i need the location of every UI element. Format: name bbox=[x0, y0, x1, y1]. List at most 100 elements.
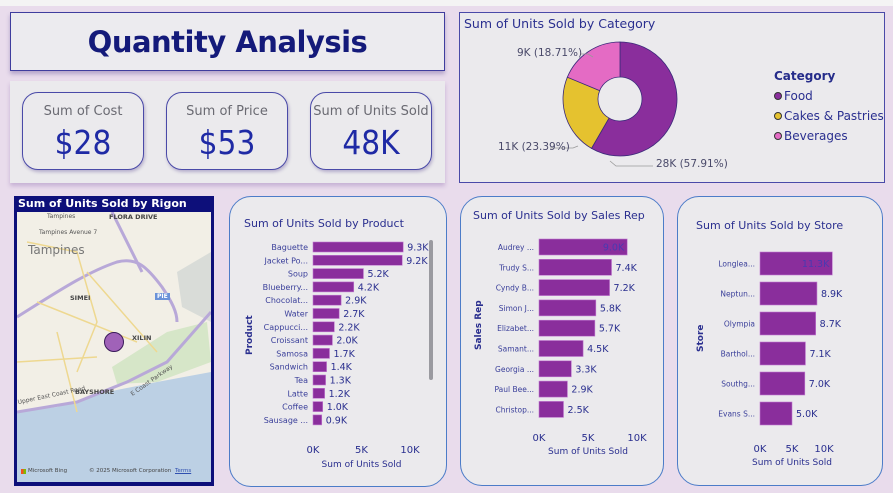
bar[interactable] bbox=[312, 374, 326, 386]
category-label: Simon J... bbox=[499, 304, 534, 313]
bar[interactable] bbox=[312, 348, 330, 359]
bar[interactable] bbox=[759, 251, 833, 276]
category-label: Coffee bbox=[282, 403, 308, 412]
category-label: Paul Bee... bbox=[494, 385, 534, 394]
legend-item-cakes[interactable]: Cakes & Pastries bbox=[774, 106, 884, 126]
minor-roads bbox=[17, 241, 158, 413]
region-bubble[interactable] bbox=[104, 332, 124, 352]
bar[interactable] bbox=[312, 281, 355, 293]
title-card: Quantity Analysis bbox=[10, 12, 445, 71]
kpi-value: $53 bbox=[198, 123, 256, 162]
map-copyright: © 2025 Microsoft Corporation bbox=[89, 468, 172, 474]
bar[interactable] bbox=[312, 241, 404, 253]
data-label: 8.9K bbox=[821, 289, 843, 300]
bar[interactable] bbox=[312, 361, 327, 372]
pie-road bbox=[17, 259, 179, 323]
bar[interactable] bbox=[538, 380, 568, 398]
map-label: BAYSHORE bbox=[75, 388, 115, 396]
category-label: Sandwich bbox=[270, 363, 308, 372]
legend-dot-icon bbox=[774, 132, 782, 140]
category-label: Evans S... bbox=[718, 410, 755, 419]
bar[interactable] bbox=[312, 321, 335, 333]
bar[interactable] bbox=[759, 371, 806, 396]
leader-line bbox=[581, 53, 594, 58]
kpi-card-price[interactable]: Sum of Price $53 bbox=[166, 92, 288, 170]
sales-rep-bar-card[interactable]: Sum of Units Sold by Sales Rep Sales Rep… bbox=[460, 196, 664, 486]
category-label: Elizabet... bbox=[497, 324, 534, 333]
data-label: 7.4K bbox=[616, 263, 638, 274]
product-bar-chart[interactable]: Baguette 9.3K Jacket Po... 9.2K Soup 5.2K Blue… bbox=[230, 197, 448, 488]
category-label: Soup bbox=[288, 270, 308, 279]
map-title: Sum of Units Sold by Rigon bbox=[18, 197, 187, 210]
category-label: Cyndy B... bbox=[496, 284, 534, 293]
bar[interactable] bbox=[312, 334, 333, 346]
data-label: 4.5K bbox=[587, 344, 609, 355]
map-label: Tampines bbox=[28, 243, 85, 257]
bar[interactable] bbox=[312, 401, 323, 412]
kpi-panel: Sum of Cost $28 Sum of Price $53 Sum of … bbox=[10, 81, 445, 183]
data-label: 5.8K bbox=[600, 303, 622, 314]
bar[interactable] bbox=[312, 308, 340, 319]
bar[interactable] bbox=[312, 414, 323, 426]
bar[interactable] bbox=[538, 279, 610, 296]
scrollbar[interactable] bbox=[429, 240, 433, 380]
slice-beverages[interactable] bbox=[566, 41, 621, 92]
bar[interactable] bbox=[538, 238, 628, 256]
x-tick-label: 5K bbox=[786, 444, 799, 455]
category-label: Baguette bbox=[271, 243, 308, 252]
bar[interactable] bbox=[538, 299, 597, 317]
bar[interactable] bbox=[759, 281, 818, 306]
map-label: SIMEI bbox=[70, 294, 91, 302]
bar[interactable] bbox=[312, 254, 403, 266]
donut-chart[interactable] bbox=[460, 13, 886, 184]
legend-label: Cakes & Pastries bbox=[784, 109, 884, 123]
bar[interactable] bbox=[538, 340, 584, 357]
data-label: 9.3K bbox=[407, 243, 429, 254]
slice-food[interactable] bbox=[590, 41, 678, 157]
store-bar-chart[interactable]: Longlea... 11.3K Neptun... 8.9K Olympia 8.7K B… bbox=[678, 197, 884, 487]
category-label: Longlea... bbox=[718, 260, 755, 269]
bar[interactable] bbox=[538, 319, 596, 337]
x-tick-label: 0K bbox=[533, 433, 546, 444]
map-area[interactable]: Tampines FLORA DRIVE Tampines Avenue 7 T… bbox=[17, 212, 211, 482]
category-label: Samosa bbox=[276, 349, 308, 358]
kpi-value: 48K bbox=[342, 123, 400, 162]
legend-item-beverages[interactable]: Beverages bbox=[774, 126, 884, 146]
bar[interactable] bbox=[312, 268, 364, 279]
product-bar-card[interactable]: Sum of Units Sold by Product Product Bag… bbox=[229, 196, 447, 487]
chart-title: Sum of Units Sold by Sales Rep bbox=[473, 209, 645, 222]
category-label: Georgia ... bbox=[495, 365, 534, 374]
bar[interactable] bbox=[759, 401, 793, 426]
data-label: 9.0K bbox=[603, 243, 625, 254]
terms-link[interactable]: Terms bbox=[175, 468, 192, 474]
slice-cakes[interactable] bbox=[562, 76, 610, 149]
map-label: Tampines bbox=[47, 213, 76, 220]
data-label-food: 28K (57.91%) bbox=[656, 158, 728, 170]
map-base bbox=[17, 212, 211, 482]
x-tick-label: 5K bbox=[355, 445, 368, 456]
category-donut-card[interactable]: Sum of Units Sold by Category 28K (57.91… bbox=[459, 12, 885, 183]
sales-rep-bar-chart[interactable]: Audrey ... 9.0K Trudy S... 7.4K Cyndy B... 7.… bbox=[461, 197, 665, 487]
bar[interactable] bbox=[538, 258, 612, 276]
ecp-road bbox=[17, 311, 211, 414]
x-tick-label: 10K bbox=[627, 433, 647, 444]
data-label: 11.3K bbox=[802, 259, 830, 270]
kpi-card-units-sold[interactable]: Sum of Units Sold 48K bbox=[310, 92, 432, 170]
category-label: Blueberry... bbox=[263, 283, 308, 292]
bar[interactable] bbox=[312, 294, 342, 306]
bar[interactable] bbox=[538, 401, 564, 418]
map-label: PIE bbox=[155, 293, 170, 300]
category-label: Jacket Po... bbox=[263, 256, 308, 265]
data-label: 7.1K bbox=[809, 349, 831, 360]
bar[interactable] bbox=[759, 341, 806, 366]
sea-area bbox=[17, 372, 211, 482]
bar[interactable] bbox=[759, 311, 816, 336]
data-label: 8.7K bbox=[820, 319, 842, 330]
bar[interactable] bbox=[538, 360, 572, 378]
store-bar-card[interactable]: Sum of Units Sold by Store Store Longlea… bbox=[677, 196, 883, 486]
park-area bbox=[112, 322, 211, 384]
kpi-card-cost[interactable]: Sum of Cost $28 bbox=[22, 92, 144, 170]
region-map-card[interactable]: Sum of Units Sold by Rigon Tampines FLOR… bbox=[14, 196, 214, 486]
bar[interactable] bbox=[312, 388, 325, 399]
legend-item-food[interactable]: Food bbox=[774, 86, 884, 106]
